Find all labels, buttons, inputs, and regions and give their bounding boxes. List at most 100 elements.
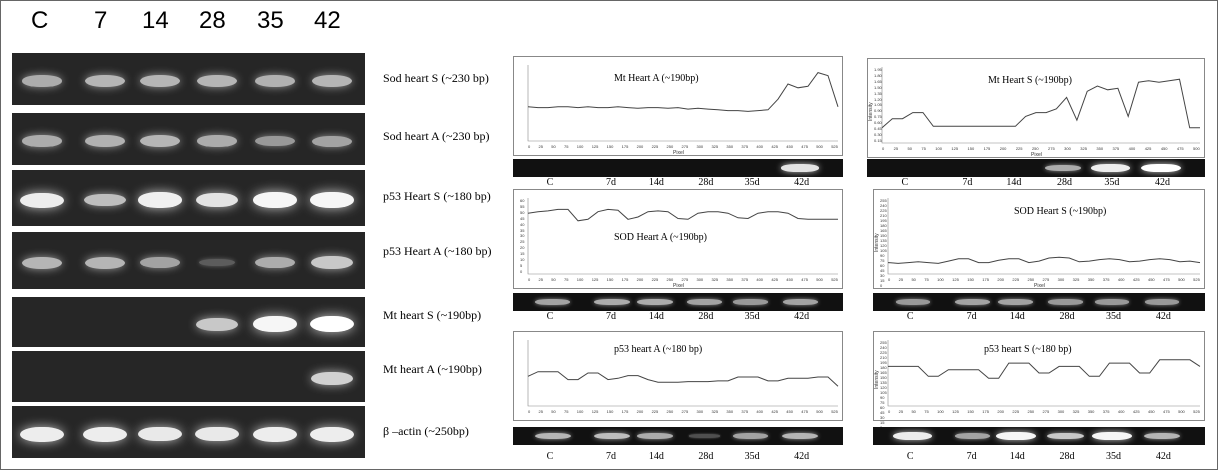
day-label: 7d xyxy=(962,177,973,188)
x-tick-label: 175 xyxy=(621,409,629,414)
y-tick-label: 210 xyxy=(880,213,887,218)
x-tick-label: 325 xyxy=(711,277,719,282)
gel-strip xyxy=(12,113,365,165)
day-label: 7d xyxy=(606,177,616,188)
gel-strip xyxy=(12,406,365,458)
strip-band xyxy=(780,164,820,172)
x-tick-label: 375 xyxy=(741,277,749,282)
x-tick-label: 25 xyxy=(538,277,543,282)
profile-chart xyxy=(527,198,838,275)
gel-band xyxy=(21,75,63,87)
y-tick-label: 75 xyxy=(880,258,885,263)
x-tick-label: 200 xyxy=(997,277,1005,282)
y-tick-label: 60 xyxy=(880,405,885,410)
gel-strip-thumbnail xyxy=(513,159,843,177)
strip-band xyxy=(955,433,991,439)
day-label: 14d xyxy=(648,451,664,462)
strip-band xyxy=(637,433,673,439)
day-label: 28d xyxy=(698,177,714,188)
x-tick-label: 400 xyxy=(756,144,764,149)
x-tick-labels: 0 25 50 75 100 125 150 175 200 225 250 275 300 325 350… xyxy=(528,144,838,149)
strip-band xyxy=(1048,299,1083,305)
densitometry-plot: Mt Heart A (~190bp) 0 25 50 75 100 125 150 175 20… xyxy=(513,56,843,156)
x-tick-label: 475 xyxy=(1163,409,1170,414)
y-tick-label: 90 xyxy=(880,395,885,400)
x-tick-label: 250 xyxy=(666,409,674,414)
x-tick-label: 200 xyxy=(997,409,1005,414)
day-label: 14d xyxy=(1009,311,1025,322)
x-tick-label: 500 xyxy=(1178,277,1185,282)
x-tick-label: 200 xyxy=(999,146,1007,151)
day-label: C xyxy=(906,451,914,462)
x-tick-label: 325 xyxy=(1080,146,1087,151)
y-tick-label: 0 xyxy=(880,283,883,288)
x-tick-label: 100 xyxy=(576,409,584,414)
x-tick-label: 375 xyxy=(741,144,749,149)
x-tick-label: 75 xyxy=(563,277,569,282)
plot-title: SOD Heart S (~190bp) xyxy=(1014,206,1107,217)
strip-band xyxy=(895,299,931,305)
y-tick-label: 30 xyxy=(880,415,885,420)
y-tick-label: 15 xyxy=(520,251,525,257)
y-tick-label: 1.05 xyxy=(874,102,882,108)
lane-header-C: C xyxy=(31,7,49,34)
x-tick-label: 250 xyxy=(1027,409,1035,414)
x-tick-label: 100 xyxy=(935,146,942,151)
profile-chart xyxy=(887,198,1201,275)
x-tick-label: 225 xyxy=(1012,409,1020,414)
gel-band xyxy=(139,75,181,87)
day-label: 35d xyxy=(744,451,760,462)
strip-band xyxy=(1090,164,1130,172)
x-tick-label: 100 xyxy=(576,144,584,149)
y-tick-label: 60 xyxy=(880,263,885,268)
gel-strip xyxy=(12,297,365,347)
y-tick-label: 105 xyxy=(880,248,887,253)
gel-band xyxy=(139,135,181,147)
day-label: 28d xyxy=(1059,311,1075,322)
x-tick-label: 175 xyxy=(983,146,991,151)
gel-band xyxy=(253,316,297,332)
x-tick-label: 300 xyxy=(1057,409,1065,414)
x-tick-label: 350 xyxy=(1087,277,1095,282)
y-tick-label: 0.90 xyxy=(874,108,882,114)
gel-band xyxy=(20,426,64,442)
x-tick-label: 225 xyxy=(1012,277,1020,282)
y-tick-label: 255 xyxy=(880,198,887,203)
gel-strip-thumbnail xyxy=(873,427,1205,445)
x-tick-label: 475 xyxy=(801,409,808,414)
gel-band xyxy=(311,256,353,269)
x-tick-label: 75 xyxy=(921,146,926,151)
y-tick-label: 75 xyxy=(880,400,885,405)
y-axis-label: Intensity xyxy=(874,370,880,389)
x-tick-label: 0 xyxy=(882,146,885,151)
gel-band xyxy=(196,75,238,87)
x-tick-label: 250 xyxy=(1031,146,1039,151)
x-tick-label: 375 xyxy=(741,409,749,414)
y-axis-label: Intensity xyxy=(874,233,880,252)
y-tick-label: 45 xyxy=(520,215,525,221)
x-tick-label: 425 xyxy=(1144,146,1152,151)
x-tick-label: 175 xyxy=(621,277,629,282)
profile-chart xyxy=(527,340,839,407)
x-tick-label: 525 xyxy=(831,144,838,149)
y-tick-label: 0 xyxy=(520,268,523,274)
x-tick-labels: 0 25 50 75 100 125 150 175 200 225 250 275 300 325 350… xyxy=(528,277,838,282)
gel-band xyxy=(20,192,64,208)
strip-band xyxy=(1144,299,1180,305)
x-tick-label: 200 xyxy=(636,277,644,282)
gel-band xyxy=(195,192,239,208)
x-tick-label: 375 xyxy=(1102,409,1110,414)
x-tick-label: 225 xyxy=(1015,146,1023,151)
y-tick-label: 195 xyxy=(880,218,887,223)
y-tick-label: 30 xyxy=(520,233,525,239)
y-tick-label: 105 xyxy=(880,390,887,395)
axis-line xyxy=(527,65,838,142)
x-tick-labels: 0 25 50 75 100 125 150 175 200 225 250 275 300 325 350… xyxy=(882,146,1200,151)
x-tick-label: 225 xyxy=(651,277,659,282)
day-label: 14d xyxy=(1006,177,1022,188)
axis-line xyxy=(887,198,1200,275)
y-tick-label: 90 xyxy=(880,253,885,258)
x-tick-label: 25 xyxy=(898,277,904,282)
x-tick-label: 350 xyxy=(726,409,734,414)
x-tick-label: 175 xyxy=(621,144,629,149)
